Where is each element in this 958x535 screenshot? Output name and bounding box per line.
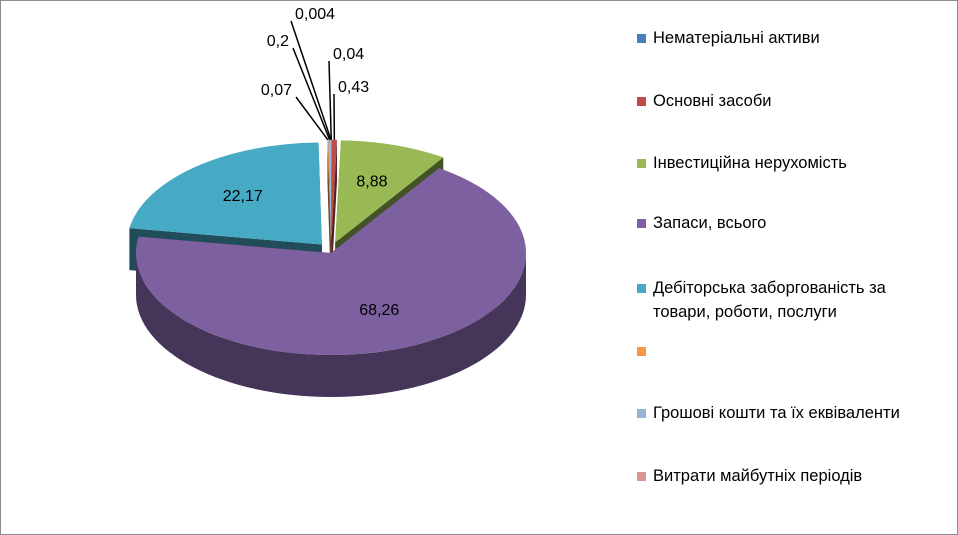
legend-label: Запаси, всього: [653, 214, 767, 232]
data-label: 0,004: [295, 6, 335, 23]
legend-swatch: [637, 159, 646, 168]
leader-line: [292, 47, 331, 141]
slice: [136, 168, 527, 355]
legend-label: Основні засоби: [653, 92, 772, 110]
data-label: 0,07: [261, 82, 292, 99]
legend-swatch: [637, 347, 646, 356]
legend-swatch: [637, 409, 646, 418]
leader-line: [295, 96, 329, 141]
data-label: 0,43: [338, 79, 369, 96]
legend-swatch: [637, 472, 646, 481]
slice: [328, 139, 331, 242]
data-label: 68,26: [359, 302, 399, 319]
leader-line: [290, 20, 332, 141]
slice-side: [136, 253, 526, 397]
legend-swatch: [637, 97, 646, 106]
slice: [331, 139, 337, 242]
legend-swatch: [637, 34, 646, 43]
slice: [327, 139, 331, 242]
slice: [335, 140, 444, 243]
legend-label: Дебіторська заборгованість за товари, ро…: [653, 279, 886, 321]
leader-line: [328, 60, 333, 140]
legend-label: Інвестиційна нерухомість: [653, 154, 847, 172]
data-label: 8,88: [356, 173, 387, 190]
slice-cut-face: [331, 139, 337, 284]
legend-label: Нематеріальні активи: [653, 29, 820, 47]
data-label: 22,17: [223, 188, 263, 205]
data-label: 0,2: [267, 33, 289, 50]
legend-label: Витрати майбутніх періодів: [653, 467, 863, 485]
legend-swatch: [637, 284, 646, 293]
data-label: 0,04: [333, 46, 364, 63]
legend-swatch: [637, 219, 646, 228]
slice: [129, 142, 322, 245]
legend-label: Грошові кошти та їх еквіваленти: [653, 404, 900, 422]
